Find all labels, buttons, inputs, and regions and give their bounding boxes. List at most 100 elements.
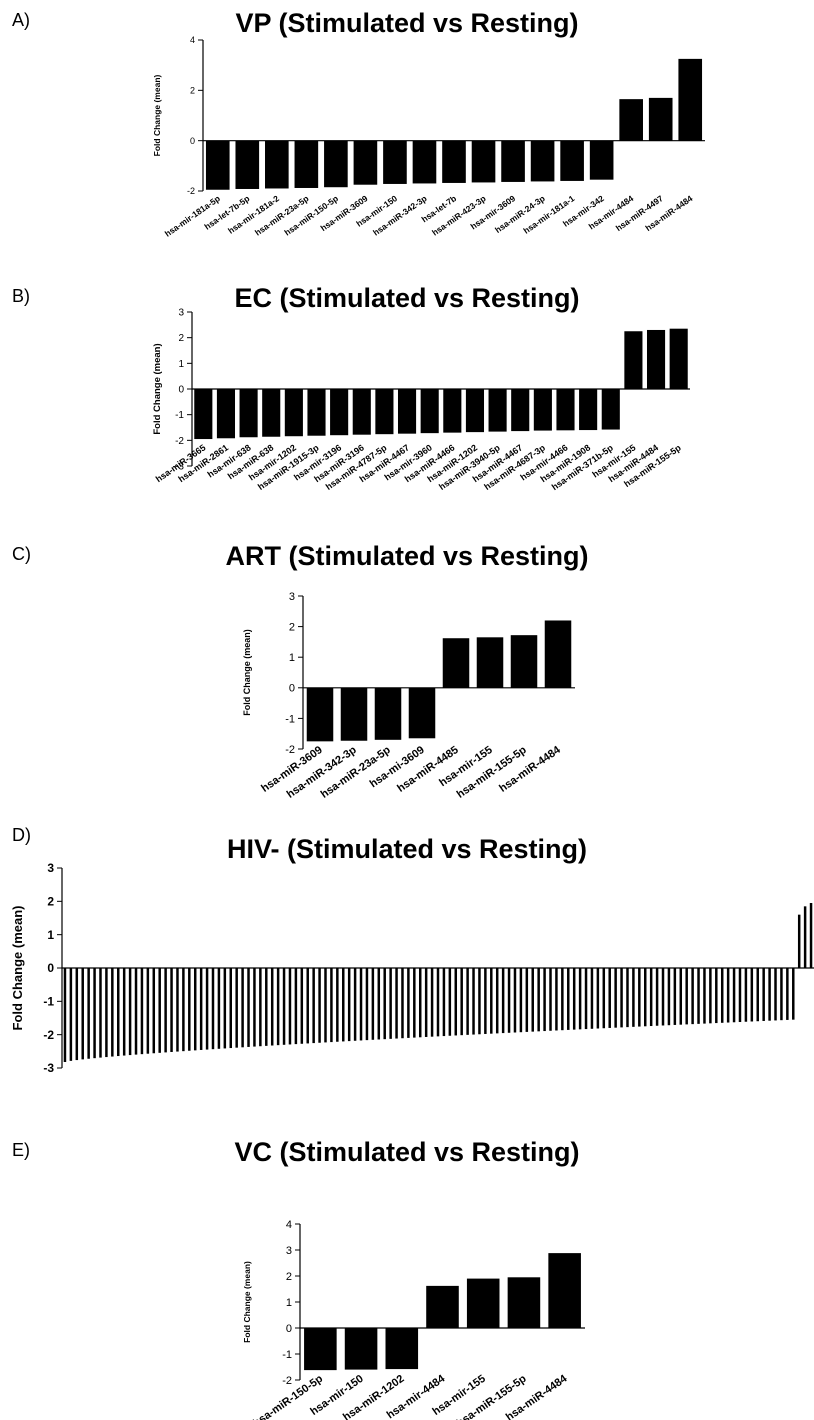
bar: [590, 968, 594, 1029]
bar: [307, 389, 326, 436]
bar: [111, 968, 114, 1057]
bar: [401, 968, 404, 1039]
bar: [63, 968, 67, 1062]
bar: [555, 968, 558, 1031]
bar: [318, 968, 321, 1043]
chart-title: VC (Stimulated vs Resting): [234, 1137, 580, 1167]
bar: [495, 968, 499, 1034]
bar: [596, 968, 600, 1029]
panel-letter: D): [12, 825, 31, 845]
y-tick-label: 0: [289, 683, 295, 695]
bar: [530, 140, 555, 182]
bar: [484, 968, 487, 1034]
bar: [330, 389, 349, 436]
bar: [312, 968, 315, 1044]
bar: [488, 389, 507, 432]
bar: [352, 389, 371, 435]
bar: [229, 968, 232, 1049]
bar: [543, 968, 546, 1032]
bar: [669, 328, 688, 389]
bar: [87, 968, 90, 1059]
panel-letter: B): [12, 286, 30, 306]
bar: [182, 968, 185, 1052]
bar: [324, 968, 327, 1043]
bar: [284, 389, 303, 437]
bar: [353, 140, 378, 185]
bar: [347, 968, 351, 1042]
bar: [152, 968, 156, 1054]
y-tick-label: -1: [43, 995, 54, 1009]
y-tick-label: -3: [175, 462, 184, 473]
bar: [436, 968, 440, 1037]
bar: [342, 968, 345, 1042]
bar: [738, 968, 742, 1023]
bar: [602, 968, 606, 1029]
y-tick-label: -2: [43, 1028, 54, 1042]
y-tick-label: -2: [175, 436, 184, 447]
bar: [614, 968, 617, 1028]
bar: [194, 389, 213, 440]
bar: [519, 968, 523, 1033]
panel-letter: E): [12, 1140, 30, 1160]
bar: [507, 968, 511, 1033]
bar: [510, 635, 538, 688]
bar: [678, 58, 703, 141]
bar: [786, 968, 789, 1020]
bar: [472, 968, 475, 1035]
bar: [217, 968, 221, 1049]
y-axis-label: Fold Change (mean): [10, 906, 25, 1031]
bar: [385, 1328, 419, 1370]
bar: [424, 968, 428, 1037]
bar: [374, 687, 402, 740]
bar: [809, 903, 813, 968]
bar: [199, 968, 203, 1050]
bar: [69, 968, 73, 1061]
y-tick-label: 3: [47, 861, 54, 875]
bar: [122, 968, 126, 1056]
bar: [476, 637, 504, 688]
bar: [282, 968, 286, 1045]
bar: [164, 968, 167, 1053]
bar: [324, 140, 348, 188]
bar-chart-hiv-neg: -3 -2 -1 0 1 2 3 Fold Change (mean): [10, 861, 814, 1075]
chart-title: EC (Stimulated vs Resting): [234, 283, 580, 313]
y-tick-label: 1: [289, 652, 295, 664]
bar: [128, 968, 132, 1056]
bar: [413, 968, 416, 1038]
y-tick-label: 0: [286, 1323, 292, 1335]
bar: [176, 968, 179, 1052]
bar: [75, 968, 79, 1061]
bar: [426, 1285, 459, 1328]
bar: [270, 968, 274, 1046]
y-tick-label: 2: [178, 333, 184, 344]
panel-d: D) HIV- (Stimulated vs Resting) -3 -2 -1 0 1…: [10, 825, 814, 1075]
y-tick-label: 1: [47, 928, 54, 942]
bar: [306, 968, 309, 1044]
bar: [353, 968, 357, 1041]
bar: [397, 389, 417, 434]
bar: [679, 968, 683, 1025]
bar: [294, 968, 298, 1045]
bar: [803, 906, 807, 968]
bar: [253, 968, 256, 1047]
y-tick-label: 2: [289, 621, 295, 633]
bar: [726, 968, 730, 1023]
y-tick-label: 4: [190, 35, 195, 45]
bar: [412, 140, 437, 184]
y-tick-label: -2: [187, 186, 195, 196]
bar: [442, 968, 446, 1037]
bar: [624, 331, 643, 389]
panel-letter: A): [12, 10, 30, 30]
y-axis-label: Fold Change (mean): [242, 629, 252, 716]
bar: [511, 389, 530, 432]
bar: [288, 968, 292, 1045]
y-tick-label: 0: [190, 136, 195, 146]
y-tick-label: 0: [178, 385, 184, 396]
bar: [601, 389, 620, 430]
bar: [239, 389, 258, 438]
y-tick-label: 0: [47, 961, 54, 975]
